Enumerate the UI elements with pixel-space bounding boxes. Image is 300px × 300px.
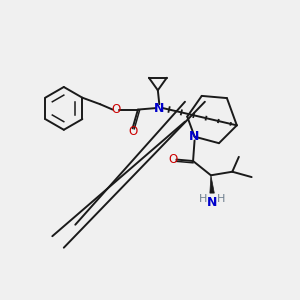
Polygon shape bbox=[210, 175, 214, 193]
Text: N: N bbox=[189, 130, 200, 143]
Text: O: O bbox=[111, 103, 120, 116]
Text: H: H bbox=[199, 194, 207, 204]
Text: N: N bbox=[154, 102, 164, 115]
Text: N: N bbox=[207, 196, 217, 209]
Text: H: H bbox=[217, 194, 225, 204]
Text: O: O bbox=[168, 153, 178, 166]
Text: O: O bbox=[128, 125, 137, 138]
